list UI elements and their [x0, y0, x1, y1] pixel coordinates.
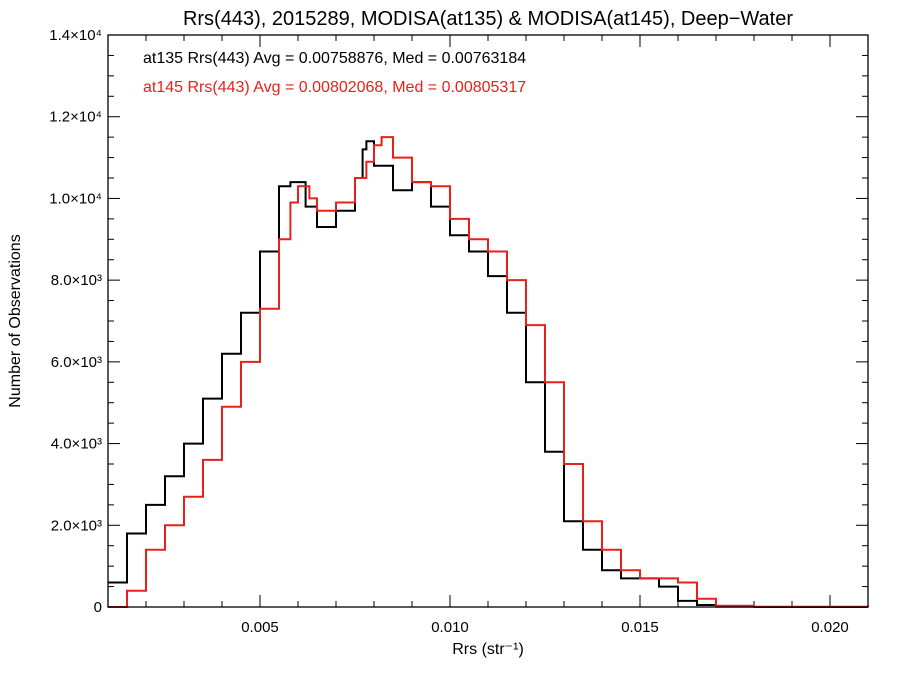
y-tick-label: 1.4×10⁴ [49, 27, 102, 44]
plot-frame [107, 34, 869, 608]
y-tick-label: 2.0×10³ [51, 517, 102, 534]
annotation-line-1: at135 Rrs(443) Avg = 0.00758876, Med = 0… [143, 50, 526, 67]
x-tick-label: 0.020 [811, 619, 849, 636]
y-axis-label: Number of Observations [7, 234, 24, 407]
annotation-line-2: at145 Rrs(443) Avg = 0.00802068, Med = 0… [143, 79, 526, 96]
x-axis-label: Rrs (str⁻¹) [452, 641, 524, 658]
x-tick-label: 0.010 [431, 619, 469, 636]
annotations: at135 Rrs(443) Avg = 0.00758876, Med = 0… [143, 50, 526, 96]
y-tick-label: 6.0×10³ [51, 354, 102, 371]
tick-labels: 0.005 0.010 0.015 0.020 0 2.0×10³ 4.0×10³ 6.0×1… [49, 27, 849, 636]
series-0-line [108, 140, 868, 608]
axis-ticks [108, 34, 868, 608]
series-1-line [108, 136, 869, 608]
x-tick-label: 0.015 [621, 619, 659, 636]
y-tick-label: 4.0×10³ [51, 436, 102, 453]
y-tick-label: 8.0×10³ [51, 272, 102, 289]
x-tick-label: 0.005 [241, 619, 279, 636]
y-tick-label: 1.2×10⁴ [49, 109, 102, 126]
y-tick-label: 1.0×10⁴ [49, 190, 102, 207]
series-layer [108, 136, 869, 608]
chart-title: Rrs(443), 2015289, MODISA(at135) & MODIS… [183, 8, 793, 30]
y-tick-label: 0 [94, 599, 102, 616]
